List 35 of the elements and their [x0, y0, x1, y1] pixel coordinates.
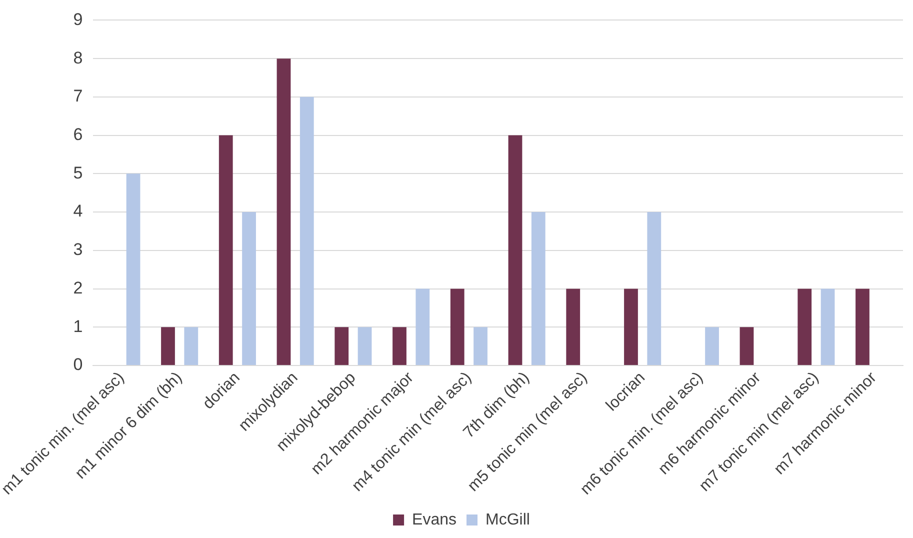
bar — [820, 288, 835, 365]
legend-label: Evans — [412, 511, 457, 528]
y-tick-label: 5 — [73, 163, 83, 182]
y-tick-label: 0 — [73, 355, 83, 374]
bar — [126, 174, 140, 365]
bar — [705, 327, 719, 365]
bar — [740, 327, 754, 365]
y-tick-label: 2 — [73, 278, 83, 298]
bar — [161, 327, 175, 365]
bar — [856, 288, 870, 365]
bar — [218, 135, 233, 365]
y-tick-label: 1 — [73, 316, 83, 336]
bar — [276, 58, 291, 365]
bar — [392, 327, 406, 365]
y-tick-label: 6 — [73, 124, 83, 144]
bar — [647, 212, 662, 365]
bar — [450, 288, 464, 365]
bar — [358, 327, 372, 365]
bar — [624, 288, 638, 365]
bar — [242, 212, 256, 365]
legend-label: McGill — [486, 511, 530, 528]
bar — [798, 288, 812, 365]
bar — [508, 135, 522, 365]
y-tick-label: 7 — [73, 86, 83, 106]
bar — [566, 288, 580, 365]
bar — [300, 96, 314, 365]
y-tick-label: 4 — [73, 202, 83, 221]
bar — [184, 327, 198, 365]
bar — [531, 212, 546, 365]
y-tick-label: 3 — [73, 240, 83, 260]
bar — [474, 327, 488, 365]
bar — [334, 327, 349, 365]
y-tick-label: 9 — [73, 10, 83, 29]
y-tick-label: 8 — [73, 48, 83, 68]
bar — [416, 288, 430, 365]
